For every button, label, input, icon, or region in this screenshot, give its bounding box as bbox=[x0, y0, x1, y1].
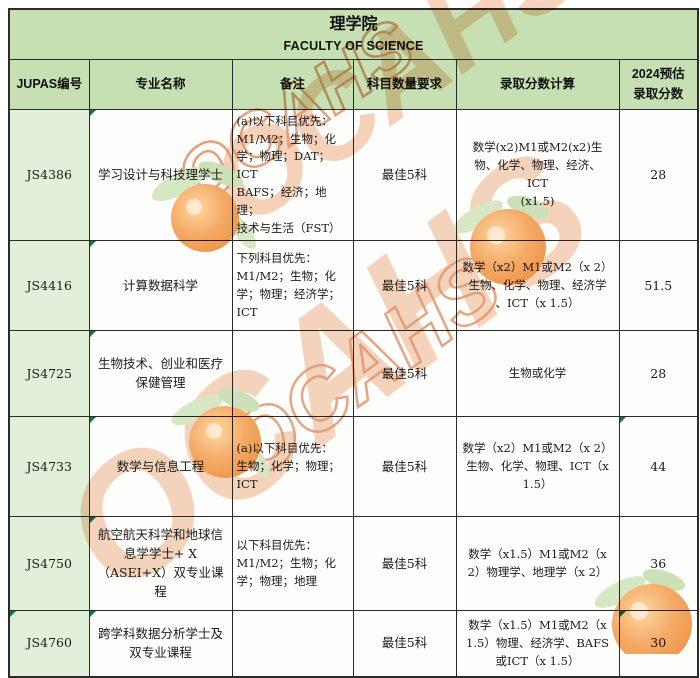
jupas-code: JS4760 bbox=[8, 610, 90, 678]
score-2024: 36 bbox=[618, 516, 699, 612]
remarks: 下列科目优先： M1/M2；生物；化 学；物理；经济学； ICT bbox=[231, 240, 354, 332]
table-row: JS4750 航空航天科学和地球信 息学学士+ X （ASEI+X）双专业课程 … bbox=[8, 516, 699, 612]
score-calc: 数学（x1.5）M1或M2（x 1.5）物理、经济学、BAFS 或ICT（x 1… bbox=[455, 610, 620, 678]
remarks: (a)以下科目优先： 生物；化学；物理； ICT bbox=[231, 416, 354, 518]
remarks: (a)以下科目优先： M1/M2；生物；化 学；物理；DAT；ICT BAFS；… bbox=[231, 108, 354, 242]
jupas-code: JS4750 bbox=[8, 516, 90, 612]
jupas-code: JS4386 bbox=[8, 108, 90, 242]
table-row: JS4386 学习设计与科技理学士 (a)以下科目优先： M1/M2；生物；化 … bbox=[8, 108, 699, 242]
col-header-score-calc: 录取分数计算 bbox=[455, 58, 620, 110]
subject-count: 最佳5科 bbox=[352, 330, 457, 418]
score-calc: 数学(x2)M1或M2(x2)生 物、化学、物理、经济、 ICT (x1.5) bbox=[455, 108, 620, 242]
subject-count: 最佳5科 bbox=[352, 108, 457, 242]
remarks bbox=[231, 330, 354, 418]
subject-count: 最佳5科 bbox=[352, 610, 457, 678]
major-name: 计算数据科学 bbox=[88, 240, 233, 332]
score-calc: 生物或化学 bbox=[455, 330, 620, 418]
major-name: 航空航天科学和地球信 息学学士+ X （ASEI+X）双专业课程 bbox=[88, 516, 233, 612]
subject-count: 最佳5科 bbox=[352, 516, 457, 612]
col-header-major-name: 专业名称 bbox=[88, 58, 233, 110]
jupas-code: JS4725 bbox=[8, 330, 90, 418]
col-header-remarks: 备注 bbox=[231, 58, 354, 110]
admissions-table: 理学院 FACULTY OF SCIENCE JUPAS编号 专业名称 备注 科… bbox=[8, 8, 700, 678]
page: { "title": { "cn": "理学院", "en": "FACULTY… bbox=[8, 0, 700, 678]
score-2024: 44 bbox=[618, 416, 699, 518]
faculty-title-cn: 理学院 bbox=[329, 16, 378, 33]
col-header-subject-count: 科目数量要求 bbox=[352, 58, 457, 110]
table-row: JS4416 计算数据科学 下列科目优先： M1/M2；生物；化 学；物理；经济… bbox=[8, 240, 699, 332]
faculty-title: 理学院 FACULTY OF SCIENCE bbox=[8, 8, 699, 60]
table-row: JS4760 跨学科数据分析学士及 双专业课程 最佳5科 数学（x1.5）M1或… bbox=[8, 610, 699, 678]
major-name: 学习设计与科技理学士 bbox=[88, 108, 233, 242]
jupas-code: JS4733 bbox=[8, 416, 90, 518]
score-2024: 30 bbox=[618, 610, 699, 678]
table-row: JS4725 生物技术、创业和医疗 保健管理 最佳5科 生物或化学 28 bbox=[8, 330, 699, 418]
remarks: 以下科目优先： M1/M2；生物；化 学；物理；地理 bbox=[231, 516, 354, 612]
score-calc: 数学（x2）M1或M2（x 2） 生物、化学、物理、ICT（x 1.5） bbox=[455, 416, 620, 518]
score-calc: 数学（x1.5）M1或M2（x 2）物理学、地理学（x 2） bbox=[455, 516, 620, 612]
table-row: JS4733 数学与信息工程 (a)以下科目优先： 生物；化学；物理； ICT … bbox=[8, 416, 699, 518]
score-2024: 51.5 bbox=[618, 240, 699, 332]
major-name: 生物技术、创业和医疗 保健管理 bbox=[88, 330, 233, 418]
col-header-2024-score: 2024预估 录取分数 bbox=[618, 58, 699, 110]
table-title-row: 理学院 FACULTY OF SCIENCE bbox=[8, 8, 699, 60]
subject-count: 最佳5科 bbox=[352, 416, 457, 518]
column-header-row: JUPAS编号 专业名称 备注 科目数量要求 录取分数计算 2024预估 录取分… bbox=[8, 58, 699, 110]
score-2024: 28 bbox=[618, 108, 699, 242]
faculty-title-en: FACULTY OF SCIENCE bbox=[283, 39, 424, 53]
score-calc: 数学（x2）M1或M2（x 2） 生物、化学、物理、经济学 、ICT（x 1.5… bbox=[455, 240, 620, 332]
col-header-jupas-code: JUPAS编号 bbox=[8, 58, 90, 110]
score-2024: 28 bbox=[618, 330, 699, 418]
faculty-table: 理学院 FACULTY OF SCIENCE JUPAS编号 专业名称 备注 科… bbox=[8, 8, 700, 678]
major-name: 跨学科数据分析学士及 双专业课程 bbox=[88, 610, 233, 678]
remarks bbox=[231, 610, 354, 678]
major-name: 数学与信息工程 bbox=[88, 416, 233, 518]
jupas-code: JS4416 bbox=[8, 240, 90, 332]
subject-count: 最佳5科 bbox=[352, 240, 457, 332]
